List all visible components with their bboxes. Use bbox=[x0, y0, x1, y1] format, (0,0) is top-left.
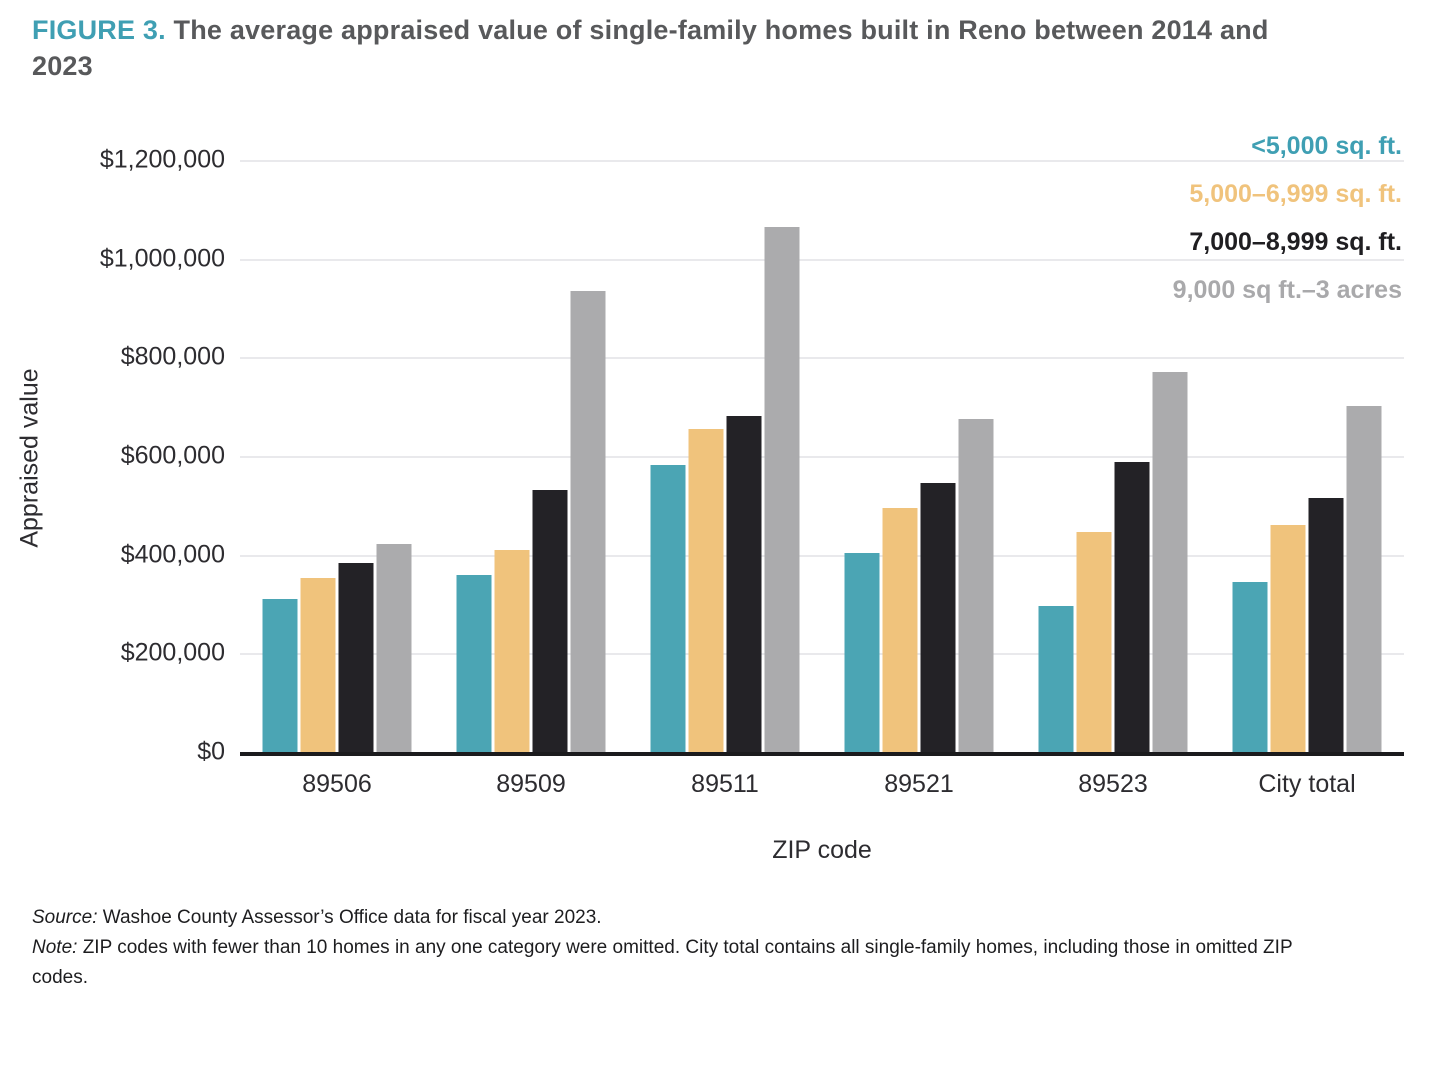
legend-item: 5,000–6,999 sq. ft. bbox=[1189, 180, 1402, 208]
bar-group-89521 bbox=[844, 160, 994, 752]
y-tick-label: $1,000,000 bbox=[99, 244, 225, 273]
bar bbox=[688, 428, 724, 752]
chart-legend: <5,000 sq. ft. 5,000–6,999 sq. ft. 7,000–8… bbox=[1173, 122, 1402, 314]
y-tick-label: $800,000 bbox=[120, 342, 225, 371]
y-axis-title: Appraised value bbox=[15, 368, 44, 548]
gridline bbox=[240, 653, 1404, 656]
bar bbox=[844, 552, 880, 752]
bar bbox=[650, 464, 686, 752]
gridline bbox=[240, 160, 1404, 162]
y-tick-label: $400,000 bbox=[120, 540, 225, 569]
note-line: Note: ZIP codes with fewer than 10 homes… bbox=[32, 933, 1347, 993]
bar-group-city-total bbox=[1232, 160, 1382, 752]
bar bbox=[726, 415, 762, 752]
bar bbox=[1346, 406, 1382, 752]
figure-title-text: The average appraised value of single-fa… bbox=[32, 15, 1269, 81]
bar-group-89506 bbox=[262, 160, 412, 752]
legend-item: 9,000 sq ft.–3 acres bbox=[1172, 276, 1402, 304]
bar bbox=[1152, 372, 1188, 752]
bar bbox=[532, 489, 568, 752]
figure-footer: Source: Washoe County Assessor’s Office … bbox=[32, 903, 1347, 993]
x-tick-label: 89521 bbox=[884, 770, 954, 798]
bar-group-89523 bbox=[1038, 160, 1188, 752]
bar bbox=[764, 226, 800, 752]
bar-group-89509 bbox=[456, 160, 606, 752]
x-tick-label: City total bbox=[1258, 770, 1356, 798]
legend-item: 7,000–8,999 sq. ft. bbox=[1189, 228, 1402, 256]
y-tick-label: $1,200,000 bbox=[99, 145, 225, 174]
source-line: Source: Washoe County Assessor’s Office … bbox=[32, 903, 1347, 933]
bar bbox=[338, 563, 374, 752]
gridline bbox=[240, 357, 1404, 360]
gridline bbox=[240, 554, 1404, 557]
bar bbox=[1232, 582, 1268, 752]
bar bbox=[262, 599, 298, 752]
note-label: Note: bbox=[32, 937, 78, 958]
bar bbox=[300, 577, 336, 752]
plot-area: $1,200,000 $1,000,000 $800,000 $600,000 $400… bbox=[100, 146, 1404, 798]
gridline bbox=[240, 456, 1404, 458]
y-tick-label: $200,000 bbox=[120, 638, 225, 667]
source-text: Washoe County Assessor’s Office data for… bbox=[97, 907, 602, 928]
note-text: ZIP codes with fewer than 10 homes in an… bbox=[32, 937, 1293, 988]
bar bbox=[494, 550, 530, 752]
bar bbox=[1308, 498, 1344, 752]
bar bbox=[1038, 605, 1074, 752]
x-axis-title: ZIP code bbox=[772, 836, 872, 864]
bar bbox=[376, 543, 412, 752]
x-tick-label: 89511 bbox=[691, 770, 759, 798]
bar bbox=[456, 574, 492, 752]
x-tick-label: 89509 bbox=[496, 770, 566, 798]
bar bbox=[1114, 462, 1150, 752]
x-tick-label: 89506 bbox=[302, 770, 372, 798]
y-tick-label: $600,000 bbox=[120, 441, 225, 470]
figure-title: FIGURE 3. The average appraised value of… bbox=[32, 12, 1312, 84]
gridline bbox=[240, 258, 1404, 261]
bar bbox=[570, 291, 606, 752]
y-tick-label: $0 bbox=[197, 737, 225, 766]
bar-group-89511 bbox=[650, 160, 800, 752]
source-label: Source: bbox=[32, 907, 98, 928]
legend-item: <5,000 sq. ft. bbox=[1251, 132, 1402, 160]
bar bbox=[882, 508, 918, 752]
figure-label: FIGURE 3. bbox=[32, 15, 166, 45]
bar bbox=[958, 419, 994, 752]
bar bbox=[920, 482, 956, 752]
bar bbox=[1270, 524, 1306, 752]
x-tick-label: 89523 bbox=[1078, 770, 1148, 798]
bar bbox=[1076, 532, 1112, 752]
